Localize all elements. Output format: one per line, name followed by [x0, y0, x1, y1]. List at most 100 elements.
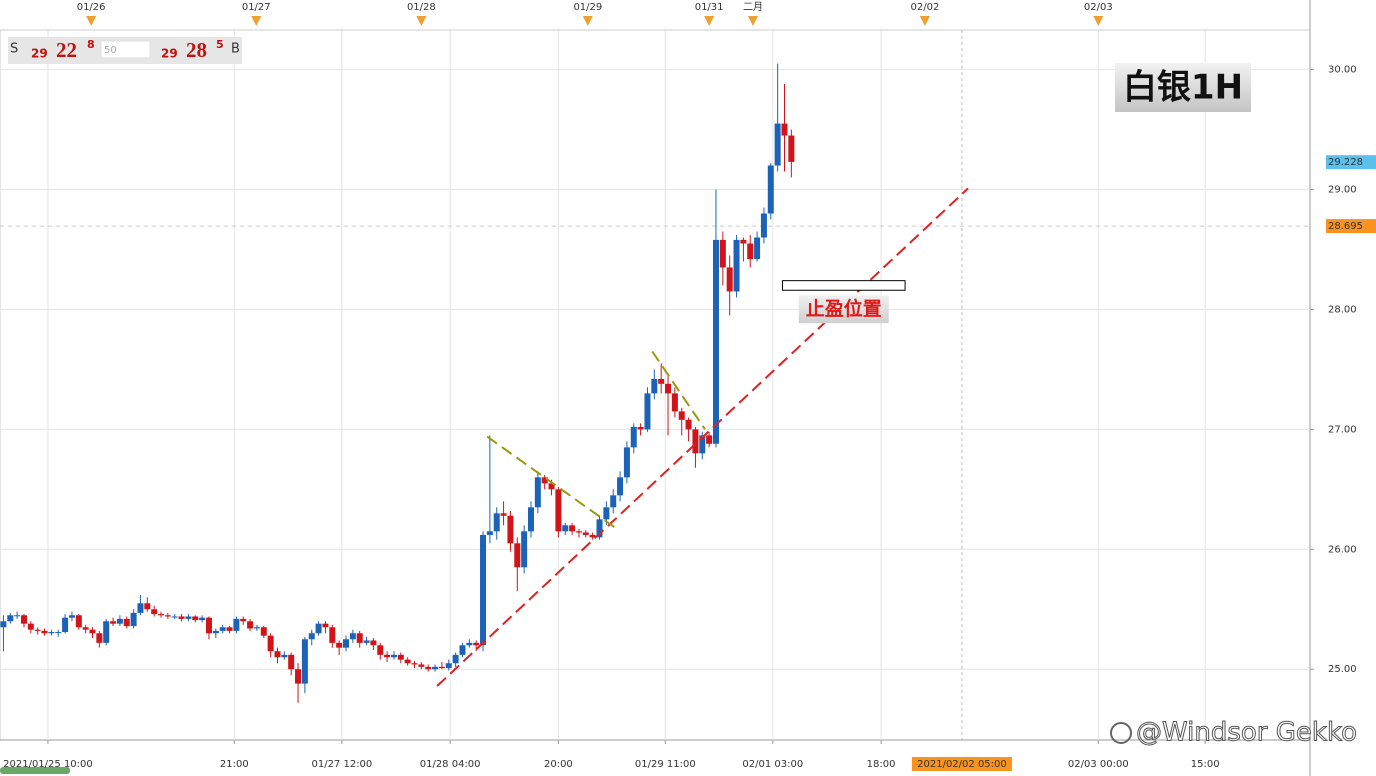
candle-body	[123, 618, 130, 627]
x-tick-label: 18:00	[867, 759, 896, 770]
candle-body	[548, 483, 555, 490]
candle-body	[199, 617, 206, 621]
candle-body	[34, 629, 41, 631]
candle-body	[630, 426, 637, 448]
candle-body	[603, 507, 610, 520]
candle-body	[582, 532, 589, 535]
sell-mid: 22	[56, 38, 77, 62]
overlay-layer: 止盈位置	[436, 187, 969, 687]
candle-body	[486, 531, 493, 535]
candle-body	[781, 123, 788, 136]
lot-input[interactable]	[100, 40, 151, 59]
x-tick-label: 01/27 12:00	[311, 759, 372, 770]
y-tick-label: 26.00	[1328, 544, 1357, 555]
candle-body	[178, 616, 185, 619]
candle-body	[151, 609, 158, 615]
watermark: @Windsor Gekko	[1110, 717, 1358, 748]
candle-body	[651, 379, 658, 394]
candle-body	[740, 239, 747, 244]
buy-label: B	[231, 42, 240, 57]
candle-body	[192, 616, 199, 621]
buy-big: 29	[161, 47, 178, 61]
trendline	[651, 350, 706, 430]
candle-body	[623, 447, 630, 478]
grid-layer	[0, 30, 1310, 740]
top-tick-marker	[86, 16, 97, 26]
candle-body	[493, 513, 500, 532]
take-profit-box	[781, 280, 906, 291]
candle-body	[418, 664, 425, 667]
candle-body	[288, 654, 295, 670]
candle-layer	[0, 63, 795, 703]
candle-body	[82, 627, 89, 630]
candle-body	[89, 629, 96, 634]
x-tick-label: 20:00	[544, 759, 573, 770]
candle-body	[356, 633, 363, 643]
candle-body	[671, 393, 678, 412]
candle-body	[390, 654, 397, 658]
candle-body	[363, 640, 370, 643]
candle-body	[349, 633, 356, 640]
candle-body	[788, 135, 795, 162]
candle-body	[754, 237, 761, 260]
candle-body	[48, 632, 55, 634]
candle-body	[562, 525, 569, 532]
candle-body	[260, 627, 267, 636]
candle-body	[171, 616, 178, 618]
candle-body	[397, 654, 404, 660]
candle-body	[0, 621, 7, 628]
price-marker-bg	[1326, 155, 1376, 170]
title-box	[1115, 63, 1251, 112]
candle-body	[253, 627, 260, 629]
buy-sup: 5	[216, 38, 224, 51]
candle-body	[322, 623, 329, 628]
candle-body	[274, 651, 281, 658]
top-tick-label: 01/27	[242, 2, 271, 13]
candle-body	[678, 411, 685, 420]
sell-sup: 8	[87, 38, 95, 51]
crosshair-label: 2021/02/02 05:00	[917, 759, 1007, 770]
candle-body	[527, 507, 534, 532]
top-tick-marker	[416, 16, 427, 26]
candle-body	[438, 666, 445, 669]
candle-body	[760, 213, 767, 238]
candle-body	[281, 654, 288, 658]
candle-body	[212, 630, 219, 634]
buy-mid: 28	[186, 38, 207, 62]
candle-body	[459, 645, 466, 655]
candle-body	[767, 165, 774, 214]
candle-body	[96, 633, 103, 643]
candle-body	[55, 632, 62, 634]
candle-body	[706, 435, 713, 444]
candle-body	[110, 621, 117, 624]
price-marker-label: 29.228	[1328, 157, 1363, 168]
candle-body	[644, 393, 651, 430]
candle-body	[473, 642, 480, 646]
candle-body	[445, 663, 452, 669]
candle-body	[62, 617, 69, 633]
candle-body	[308, 633, 315, 640]
top-tick-label: 02/03	[1084, 2, 1113, 13]
candle-body	[342, 639, 349, 648]
x-tick-label: 01/28 04:00	[420, 759, 481, 770]
top-tick-marker	[704, 16, 715, 26]
scrollbar[interactable]	[0, 767, 70, 774]
top-tick-marker	[747, 16, 758, 26]
candle-body	[425, 666, 432, 670]
candle-body	[411, 663, 418, 665]
top-tick-label: 02/02	[911, 2, 940, 13]
watermark-icon	[1110, 722, 1132, 744]
chart-title: 白银1H	[1123, 68, 1243, 108]
candle-body	[699, 435, 706, 454]
candle-body	[240, 618, 247, 622]
candle-body	[164, 615, 171, 617]
candle-body	[68, 615, 75, 618]
price-marker-bg	[1326, 219, 1376, 234]
candle-body	[384, 654, 391, 658]
lot-value: 50	[104, 45, 117, 56]
candle-body	[521, 531, 528, 568]
y-tick-label: 27.00	[1328, 424, 1357, 435]
candle-body	[185, 616, 192, 619]
candle-body	[452, 654, 459, 664]
